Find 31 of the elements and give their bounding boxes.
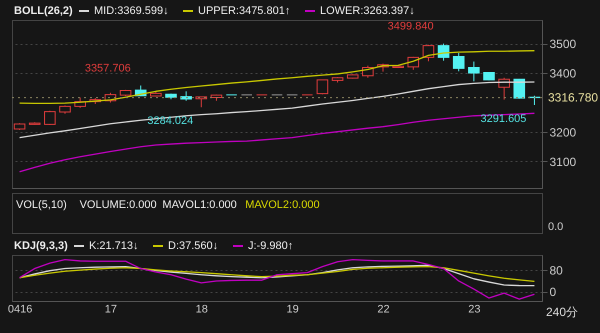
legend-label: LOWER:3263.397↓ — [320, 5, 415, 17]
x-tick-label: 19 — [286, 304, 299, 316]
text: VOL(5,10) — [16, 199, 67, 211]
x-tick-label: 17 — [104, 304, 118, 316]
text: MAVOL2:0.000 — [245, 199, 320, 211]
x-tick-label: 0416 — [8, 304, 32, 316]
legend-title: BOLL(26,2) — [14, 5, 74, 17]
legend-label: D:37.560↓ — [168, 240, 218, 252]
y-tick-label: 3100 — [550, 154, 577, 169]
text: VOLUME:0.000 — [80, 199, 157, 211]
legend-label: UPPER:3475.801↑ — [198, 5, 290, 17]
text: 3284.024 — [147, 115, 194, 128]
legend-label: MID:3369.599↓ — [94, 5, 169, 17]
y-tick-label: 0 — [550, 285, 556, 300]
text: 3499.840 — [388, 20, 434, 33]
y-tick-label: 3200 — [550, 126, 577, 140]
legend-label: J:-9.980↑ — [248, 240, 294, 252]
text: 240分 — [546, 305, 578, 319]
x-tick-label: 23 — [468, 304, 480, 316]
text: MAVOL1:0.000 — [162, 199, 237, 211]
y-tick-label: 3400 — [550, 66, 577, 81]
text: 3291.605 — [480, 113, 526, 125]
legend-label: K:21.713↓ — [89, 240, 139, 252]
text: 3357.706 — [84, 62, 131, 75]
y-tick-label: 80 — [550, 263, 564, 278]
x-tick-label: 22 — [377, 304, 390, 316]
y-tick-label: 3500 — [550, 37, 577, 52]
text: 0.0 — [548, 221, 564, 233]
legend-title: KDJ(9,3,3) — [14, 240, 68, 252]
ref-line-label: 3316.780 — [548, 90, 598, 105]
x-tick-label: 18 — [196, 304, 208, 316]
